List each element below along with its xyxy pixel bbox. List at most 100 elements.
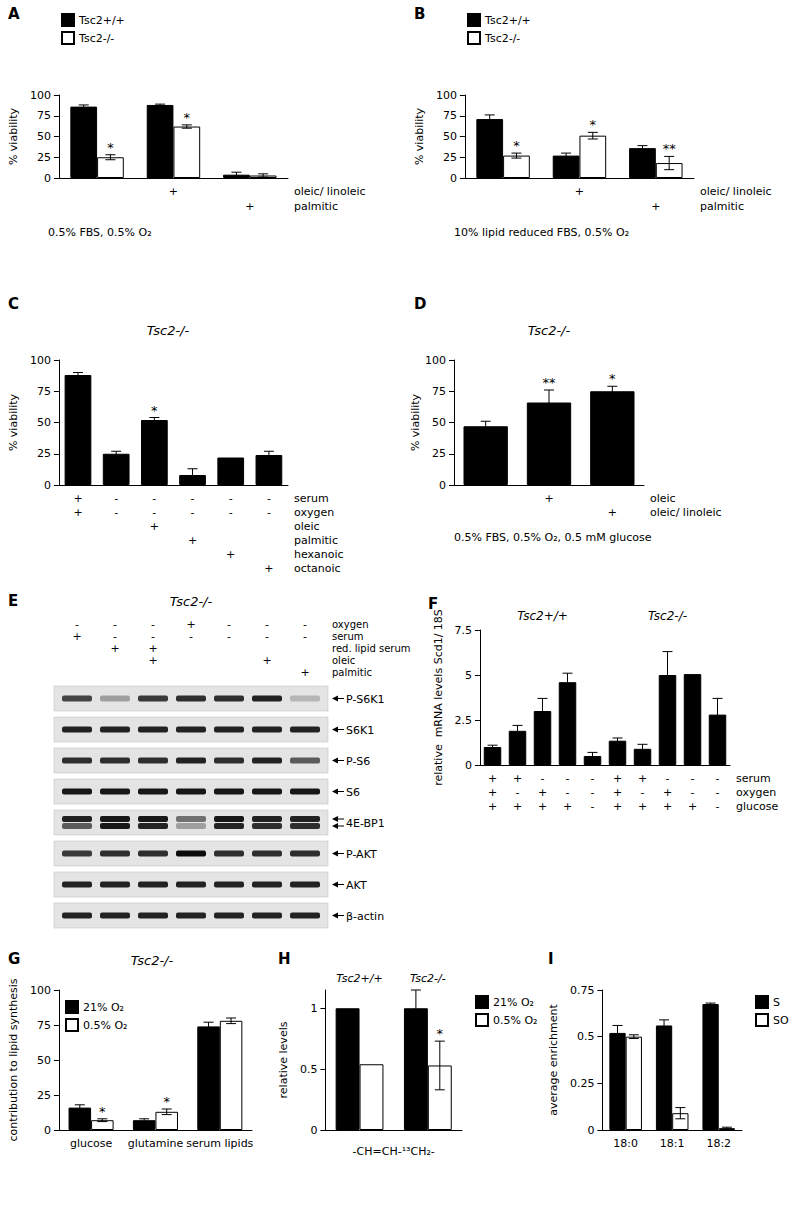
svg-text:7.5: 7.5 xyxy=(455,624,473,637)
svg-text:C: C xyxy=(8,295,19,313)
svg-text:serum lipids: serum lipids xyxy=(186,1137,253,1150)
svg-text:0: 0 xyxy=(465,759,472,772)
svg-text:P-AKT: P-AKT xyxy=(346,848,377,861)
svg-text:*: * xyxy=(590,117,597,132)
svg-text:-: - xyxy=(566,786,570,799)
svg-text:+: + xyxy=(245,200,254,213)
svg-text:oleic/ linoleic: oleic/ linoleic xyxy=(700,185,772,198)
svg-text:oxygen: oxygen xyxy=(294,506,334,519)
svg-text:+: + xyxy=(513,772,522,785)
svg-text:Tsc2-/-: Tsc2-/- xyxy=(648,609,687,623)
svg-text:oleic: oleic xyxy=(650,492,676,505)
svg-text:18:0: 18:0 xyxy=(613,1137,638,1150)
svg-text:+: + xyxy=(188,534,197,547)
svg-text:-: - xyxy=(716,800,720,813)
svg-text:0: 0 xyxy=(450,172,457,185)
svg-text:oleic/ linoleic: oleic/ linoleic xyxy=(650,506,722,519)
svg-text:100: 100 xyxy=(30,354,51,367)
svg-text:% viability: % viability xyxy=(413,107,426,165)
svg-text:G: G xyxy=(8,950,20,968)
svg-text:0: 0 xyxy=(44,172,51,185)
svg-text:50: 50 xyxy=(37,130,51,143)
svg-text:*: * xyxy=(437,1026,444,1041)
svg-text:S6: S6 xyxy=(346,786,360,799)
svg-text:+: + xyxy=(110,642,119,655)
svg-text:octanoic: octanoic xyxy=(294,562,341,575)
svg-text:-: - xyxy=(229,492,233,505)
svg-text:-: - xyxy=(114,492,118,505)
svg-text:0: 0 xyxy=(439,479,446,492)
svg-text:0: 0 xyxy=(44,479,51,492)
svg-text:average enrichment: average enrichment xyxy=(547,1004,560,1116)
svg-text:palmitic: palmitic xyxy=(332,667,372,678)
svg-text:0: 0 xyxy=(44,1124,51,1137)
svg-text:P-S6: P-S6 xyxy=(346,755,370,768)
svg-text:relative mRNA levels Scd1/ 18: relative mRNA levels Scd1/ 18S xyxy=(432,609,445,786)
svg-text:palmitic: palmitic xyxy=(294,200,338,213)
svg-text:**: ** xyxy=(663,141,677,156)
svg-text:*: * xyxy=(609,371,616,386)
svg-text:Tsc2-/-: Tsc2-/- xyxy=(484,32,520,45)
svg-text:-: - xyxy=(189,630,193,643)
svg-text:E: E xyxy=(8,592,18,610)
svg-text:75: 75 xyxy=(37,385,51,398)
svg-text:+: + xyxy=(148,654,157,667)
svg-text:-: - xyxy=(591,772,595,785)
svg-text:25: 25 xyxy=(37,151,51,164)
svg-text:50: 50 xyxy=(37,1054,51,1067)
svg-text:hexanoic: hexanoic xyxy=(294,548,344,561)
svg-text:0.5% FBS, 0.5% O₂, 0.5 mM gluc: 0.5% FBS, 0.5% O₂, 0.5 mM glucose xyxy=(454,531,652,544)
svg-text:-: - xyxy=(641,786,645,799)
svg-text:Tsc2-/-: Tsc2-/- xyxy=(147,323,190,338)
svg-text:100: 100 xyxy=(436,89,457,102)
svg-text:25: 25 xyxy=(37,447,51,460)
svg-text:75: 75 xyxy=(443,109,457,122)
svg-text:-: - xyxy=(716,772,720,785)
svg-text:Tsc2-/-: Tsc2-/- xyxy=(131,953,174,968)
svg-text:*: * xyxy=(107,140,114,155)
svg-text:-: - xyxy=(716,786,720,799)
svg-text:I: I xyxy=(548,950,554,968)
svg-text:0: 0 xyxy=(587,1124,594,1137)
svg-text:18:2: 18:2 xyxy=(706,1137,731,1150)
svg-text:Tsc2-/-: Tsc2-/- xyxy=(170,594,213,609)
svg-text:+: + xyxy=(663,786,672,799)
svg-text:+: + xyxy=(488,800,497,813)
svg-text:H: H xyxy=(278,950,291,968)
svg-text:+: + xyxy=(513,800,522,813)
svg-text:-: - xyxy=(666,772,670,785)
svg-text:0.5: 0.5 xyxy=(300,1063,318,1076)
svg-text:2.5: 2.5 xyxy=(455,714,473,727)
svg-text:10% lipid reduced FBS, 0.5% O₂: 10% lipid reduced FBS, 0.5% O₂ xyxy=(454,226,629,239)
svg-text:1: 1 xyxy=(310,1002,317,1015)
svg-text:+: + xyxy=(73,506,82,519)
svg-text:% viability: % viability xyxy=(409,393,422,451)
svg-text:0: 0 xyxy=(310,1124,317,1137)
svg-text:-: - xyxy=(152,492,156,505)
svg-text:D: D xyxy=(414,295,426,313)
svg-text:+: + xyxy=(169,185,178,198)
svg-text:glucose: glucose xyxy=(736,800,779,813)
svg-text:+: + xyxy=(544,492,553,505)
svg-text:oleic/ linoleic: oleic/ linoleic xyxy=(294,185,366,198)
svg-text:Tsc2-/-: Tsc2-/- xyxy=(410,972,446,985)
svg-text:relative levels: relative levels xyxy=(277,1021,290,1098)
svg-text:+: + xyxy=(538,800,547,813)
svg-text:75: 75 xyxy=(37,109,51,122)
svg-text:-: - xyxy=(114,506,118,519)
svg-text:25: 25 xyxy=(432,447,446,460)
svg-text:-: - xyxy=(591,800,595,813)
svg-text:75: 75 xyxy=(37,1019,51,1032)
svg-text:+: + xyxy=(638,800,647,813)
svg-text:50: 50 xyxy=(37,416,51,429)
svg-text:palmitic: palmitic xyxy=(700,200,744,213)
svg-text:palmitic: palmitic xyxy=(294,534,338,547)
svg-text:glutamine: glutamine xyxy=(128,1137,184,1150)
svg-text:+: + xyxy=(688,800,697,813)
svg-text:0.5% O₂: 0.5% O₂ xyxy=(83,1019,128,1032)
svg-text:+: + xyxy=(663,800,672,813)
svg-text:100: 100 xyxy=(30,89,51,102)
svg-text:18:1: 18:1 xyxy=(660,1137,685,1150)
svg-text:-: - xyxy=(566,772,570,785)
svg-text:+: + xyxy=(613,786,622,799)
